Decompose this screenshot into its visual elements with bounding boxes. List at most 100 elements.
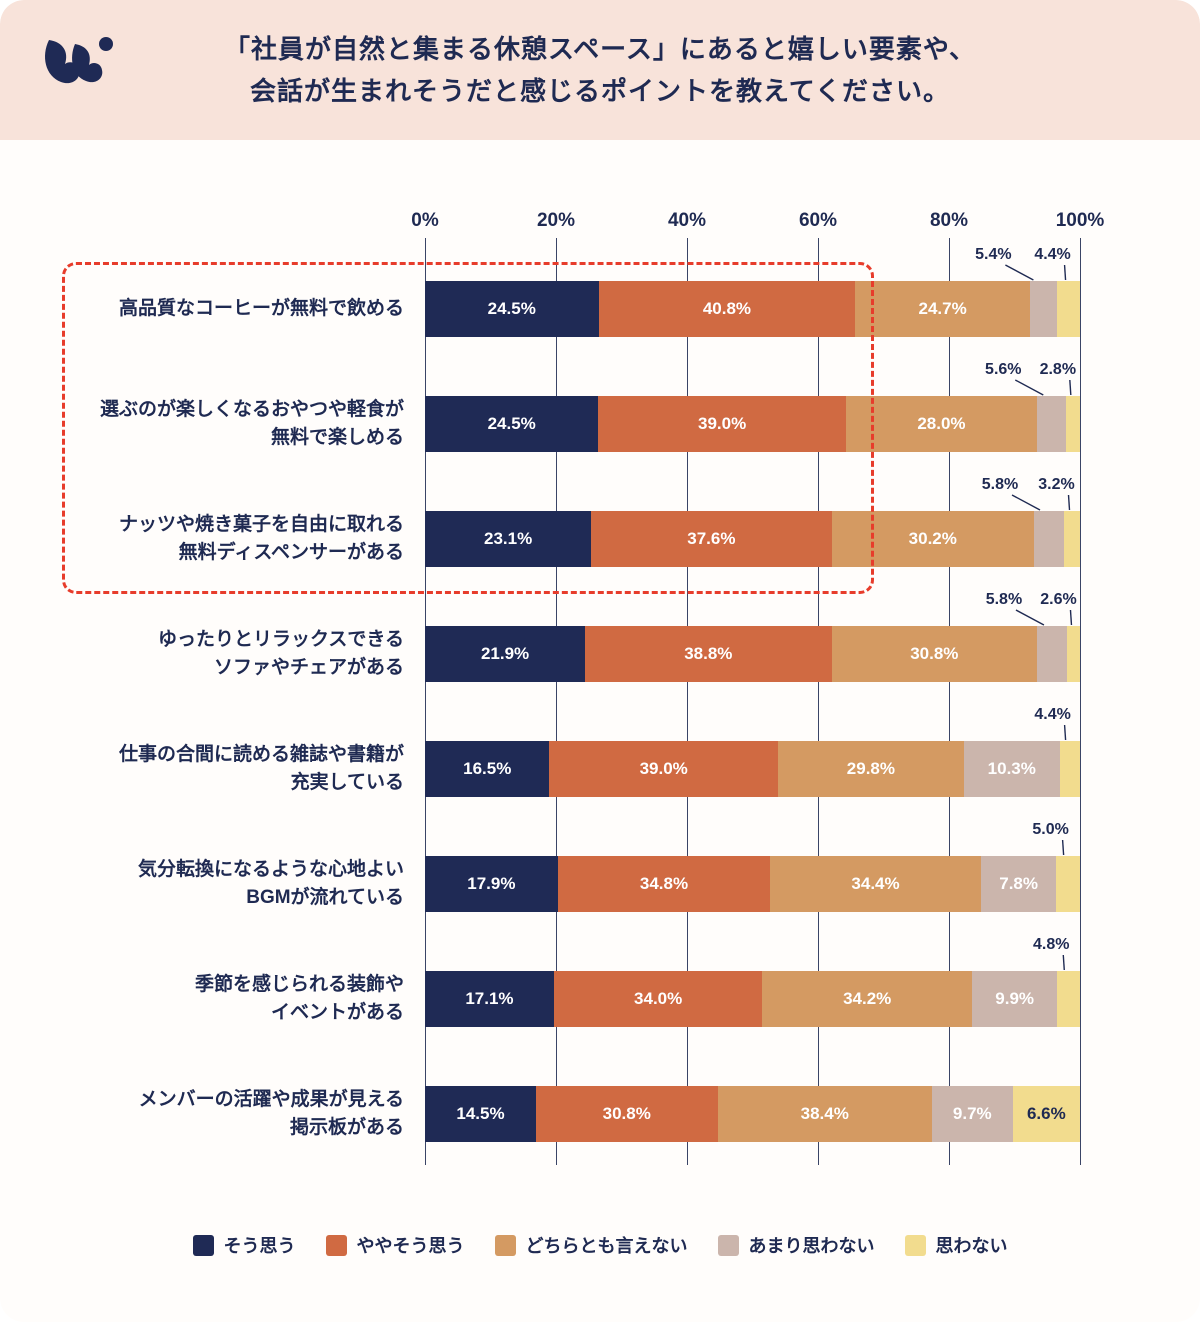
callout-value-label: 4.4% — [1034, 706, 1071, 723]
segment-value-label: 30.2% — [908, 529, 957, 548]
bar-segment: 9.7% — [931, 1086, 1013, 1142]
leader-lines — [1063, 724, 1067, 741]
gridline — [1080, 238, 1081, 1165]
segment-value-label: 34.2% — [843, 989, 892, 1008]
legend-item: 思わない — [904, 1232, 1008, 1258]
bar-segment: 17.9% — [425, 856, 558, 912]
segment-value-label: 34.0% — [634, 989, 683, 1008]
legend-item: どちらとも言えない — [494, 1232, 688, 1258]
callout-value-label: 5.8% — [981, 476, 1019, 493]
bar-segment: 6.6% — [1012, 1086, 1080, 1142]
segment-value-label: 16.5% — [463, 759, 512, 778]
legend-label: ややそう思う — [356, 1236, 465, 1256]
bar-segment — [1034, 511, 1064, 567]
bar-segment: 21.9% — [425, 626, 586, 682]
callout-value-label: 3.2% — [1038, 476, 1075, 493]
leader-lines — [1014, 379, 1072, 396]
bar-row: メンバーの活躍や成果が見える 掲示板がある 14.5% 30.8% 38.4% 9.7% 6… — [0, 1045, 1200, 1160]
legend-swatch — [325, 1234, 347, 1256]
bar-segment: 24.5% — [425, 281, 599, 337]
x-tick: 100% — [1055, 210, 1105, 231]
segment-value-label: 24.5% — [487, 299, 536, 318]
bar-segment: 34.2% — [762, 971, 972, 1027]
header: 「社員が自然と集まる休憩スペース」にあると嬉しい要素や、 会話が生まれそうだと感… — [0, 0, 1200, 140]
bar-segment: 34.8% — [557, 856, 771, 912]
legend-swatch — [494, 1234, 516, 1256]
leader-lines — [1005, 264, 1067, 281]
bar-segment: 30.8% — [535, 1086, 718, 1142]
legend-item: あまり思わない — [717, 1232, 875, 1258]
bar-segment: 29.8% — [777, 741, 964, 797]
legend-label: あまり思わない — [748, 1236, 875, 1256]
bar-segment: 24.5% — [425, 396, 599, 452]
title-line-1: 「社員が自然と集まる休憩スペース」にあると嬉しい要素や、 — [223, 34, 977, 64]
callout-value-label: 2.6% — [1040, 591, 1077, 608]
segment-value-label: 9.7% — [952, 1104, 992, 1123]
bar-segment: 38.4% — [717, 1086, 932, 1142]
segment-value-label: 24.5% — [487, 414, 536, 433]
bar-segment: 24.7% — [855, 281, 1030, 337]
callout-value-label: 5.4% — [975, 246, 1012, 263]
bar-segment: 9.9% — [971, 971, 1058, 1027]
bar-segment: 37.6% — [591, 511, 832, 567]
category-label: 気分転換になるような心地よい BGMが流れている — [137, 858, 404, 909]
legend-swatch — [717, 1234, 739, 1256]
category-label: 季節を感じられる装飾や イベントがある — [194, 973, 404, 1024]
bar-segment — [1037, 396, 1066, 452]
bar-row: 季節を感じられる装飾や イベントがある 17.1% 34.0% 34.2% 9.9% 4.8… — [0, 930, 1200, 1045]
callout-value-label: 5.6% — [985, 361, 1022, 378]
segment-value-label: 23.1% — [484, 529, 533, 548]
bar-segment — [1056, 856, 1081, 912]
leader-lines — [1062, 954, 1065, 971]
bar-segment — [1037, 626, 1067, 682]
bar-segment — [1057, 281, 1080, 337]
legend-label: そう思う — [223, 1236, 296, 1256]
segment-value-label: 17.1% — [465, 989, 514, 1008]
segment-value-label: 39.0% — [639, 759, 688, 778]
callout-value-label: 5.0% — [1032, 821, 1069, 838]
bar-segment: 39.0% — [549, 741, 778, 797]
legend: そう思う ややそう思う どちらとも言えない あまり思わない 思わない — [0, 1232, 1200, 1258]
legend-swatch — [904, 1234, 926, 1256]
gridline — [687, 238, 688, 1165]
leader-lines — [1061, 839, 1065, 856]
bar-row: ナッツや焼き菓子を自由に取れる 無料ディスペンサーがある 23.1% 37.6% 30.… — [0, 470, 1200, 585]
stacked-bar: 17.9% 34.8% 34.4% 7.8% — [425, 856, 1081, 912]
segment-value-label: 34.8% — [639, 874, 689, 893]
bar-row: 高品質なコーヒーが無料で飲める 24.5% 40.8% 24.7% 5.4% 4.4% — [0, 240, 1200, 355]
category-label: ナッツや焼き菓子を自由に取れる 無料ディスペンサーがある — [118, 513, 404, 564]
bar-segment — [1059, 741, 1081, 797]
segment-value-label: 38.8% — [684, 644, 733, 663]
bar-segment: 16.5% — [425, 741, 550, 797]
logo — [40, 34, 114, 94]
bar-segment: 10.3% — [963, 741, 1060, 797]
bar-segment: 40.8% — [598, 281, 856, 337]
logo-icon — [45, 37, 113, 84]
bar-segment: 38.8% — [585, 626, 832, 682]
bar-segment: 30.8% — [831, 626, 1038, 682]
bar-segment — [1029, 281, 1058, 337]
stacked-bar: 24.5% 39.0% 28.0% — [425, 396, 1080, 452]
legend-label: どちらとも言えない — [525, 1236, 688, 1256]
bar-segment — [1065, 396, 1080, 452]
bar-row: 選ぶのが楽しくなるおやつや軽食が 無料で楽しめる 24.5% 39.0% 28.0% 5.… — [0, 355, 1200, 470]
bar-segment: 39.0% — [598, 396, 846, 452]
segment-value-label: 7.8% — [999, 874, 1038, 893]
bar-segment: 34.4% — [770, 856, 981, 912]
gridline — [556, 238, 557, 1165]
segment-value-label: 6.6% — [1026, 1104, 1066, 1123]
bar-segment: 30.2% — [831, 511, 1035, 567]
bar-row: 気分転換になるような心地よい BGMが流れている 17.9% 34.8% 34.4% 7.… — [0, 815, 1200, 930]
segment-value-label: 39.0% — [698, 414, 747, 433]
legend-label: 思わない — [935, 1236, 1008, 1256]
stacked-bar: 16.5% 39.0% 29.8% 10.3% — [425, 741, 1081, 797]
segment-value-label: 30.8% — [602, 1104, 651, 1123]
category-label: 仕事の合間に読める雑誌や書籍が 充実している — [118, 743, 404, 794]
category-label: メンバーの活躍や成果が見える 掲示板がある — [138, 1088, 404, 1139]
gridline — [425, 238, 426, 1165]
stacked-bar: 17.1% 34.0% 34.2% 9.9% — [425, 971, 1080, 1027]
x-tick: 40% — [667, 210, 707, 231]
segment-value-label: 21.9% — [480, 644, 530, 663]
legend-item: ややそう思う — [325, 1232, 465, 1258]
